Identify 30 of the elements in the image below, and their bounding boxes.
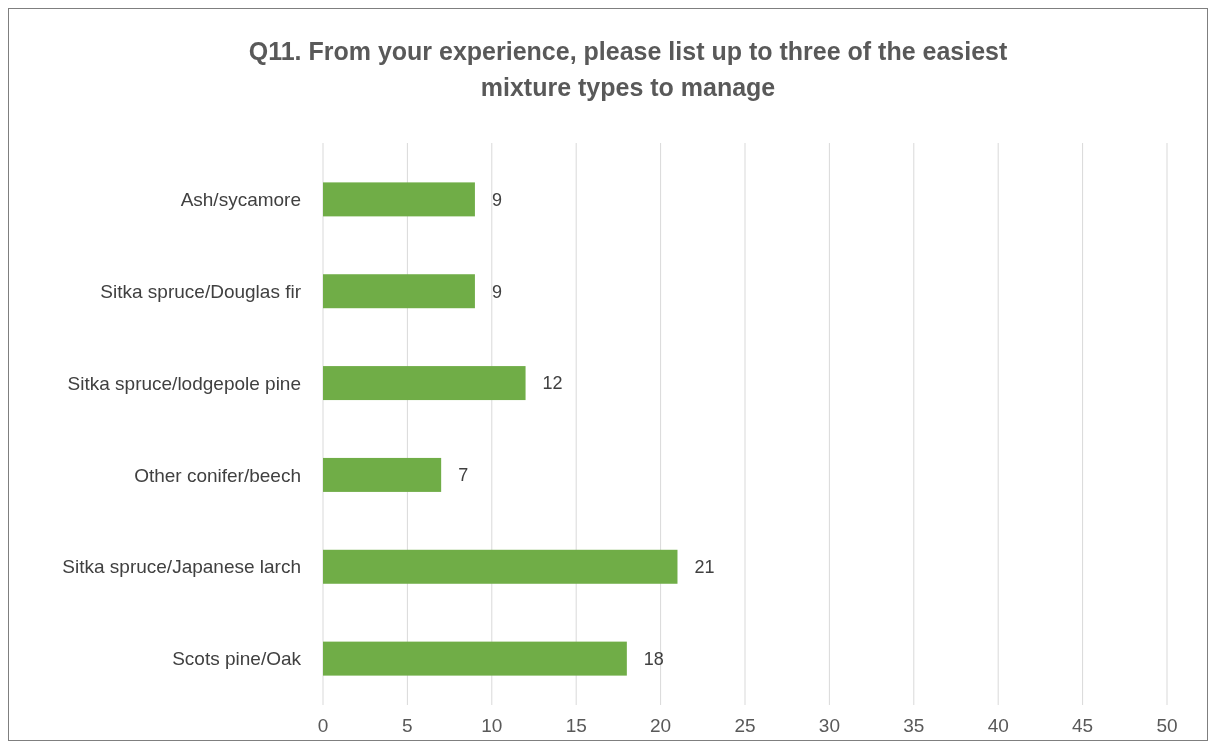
y-tick-label: Other conifer/beech — [134, 464, 301, 486]
x-tick-label: 40 — [987, 714, 1009, 736]
y-tick-label: Sitka spruce/Japanese larch — [62, 556, 301, 578]
data-label: 9 — [491, 189, 502, 210]
data-label: 21 — [694, 557, 715, 578]
chart-title: Q11. From your experience, please list up to three of the easiest mixture types to manage — [248, 37, 1008, 101]
x-tick-label: 45 — [1072, 714, 1094, 736]
y-tick-label: Sitka spruce/Douglas fir — [100, 280, 302, 302]
x-tick-label: 30 — [818, 714, 840, 736]
bar — [323, 457, 442, 492]
x-tick-label: 35 — [903, 714, 925, 736]
x-tick-label: 10 — [481, 714, 503, 736]
data-label: 18 — [643, 648, 664, 669]
x-tick-label: 15 — [565, 714, 587, 736]
bar — [323, 366, 526, 401]
y-tick-label: Scots pine/Oak — [172, 648, 302, 670]
x-tick-label: 5 — [402, 714, 413, 736]
x-tick-label: 25 — [734, 714, 756, 736]
x-tick-label: 0 — [317, 714, 329, 736]
x-tick-label: 20 — [650, 714, 672, 736]
bar — [323, 549, 678, 584]
bar — [323, 641, 627, 676]
bar — [323, 182, 475, 217]
bar — [323, 274, 475, 309]
data-label: 7 — [458, 465, 469, 486]
data-label: 12 — [542, 373, 563, 394]
data-label: 9 — [491, 281, 502, 302]
y-tick-label: Ash/sycamore — [180, 189, 301, 211]
x-tick-label: 50 — [1156, 714, 1178, 736]
y-tick-label: Sitka spruce/lodgepole pine — [67, 372, 301, 394]
